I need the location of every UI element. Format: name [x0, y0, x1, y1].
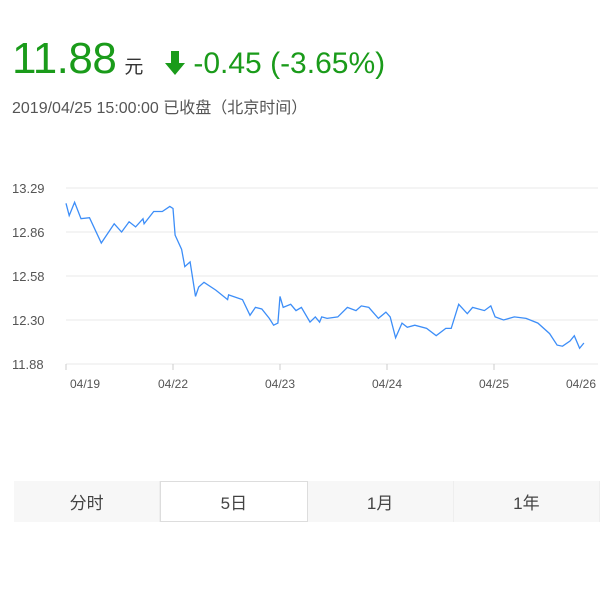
quote-timestamp: 2019/04/25 15:00:00 已收盘（北京时间） — [12, 100, 308, 117]
price-line — [65, 200, 585, 350]
tab-1-month[interactable]: 1月 — [308, 481, 454, 522]
x-tick-label: 04/23 — [265, 377, 295, 391]
x-tick-label: 04/19 — [70, 377, 100, 391]
y-tick-label: 12.86 — [12, 225, 45, 240]
y-tick-label: 11.88 — [12, 357, 44, 372]
arrow-down-icon — [165, 51, 186, 75]
y-tick-label: 12.58 — [12, 269, 45, 284]
y-tick-label: 13.29 — [12, 181, 45, 196]
price-change: -0.45 (-3.65%) — [193, 47, 386, 80]
tab-5-day[interactable]: 5日 — [160, 481, 308, 522]
tab-intraday[interactable]: 分时 — [14, 481, 161, 522]
current-price: 11.88 — [12, 34, 117, 83]
period-tabs: 分时 5日 1月 1年 — [14, 481, 600, 522]
quote-header: 11.88 元 -0.45 (-3.65%) — [12, 34, 385, 84]
x-tick-label: 04/24 — [372, 377, 402, 391]
x-tick-label: 04/25 — [479, 377, 509, 391]
currency-unit: 元 — [124, 57, 144, 78]
y-tick-label: 12.30 — [12, 313, 45, 328]
x-tick-label: 04/22 — [158, 377, 188, 391]
tab-1-year[interactable]: 1年 — [454, 481, 600, 522]
x-tick-label: 04/26 — [566, 377, 596, 391]
price-chart: 13.29 12.86 12.58 12.30 11.88 04/19 04/22 04/23… — [12, 181, 598, 391]
